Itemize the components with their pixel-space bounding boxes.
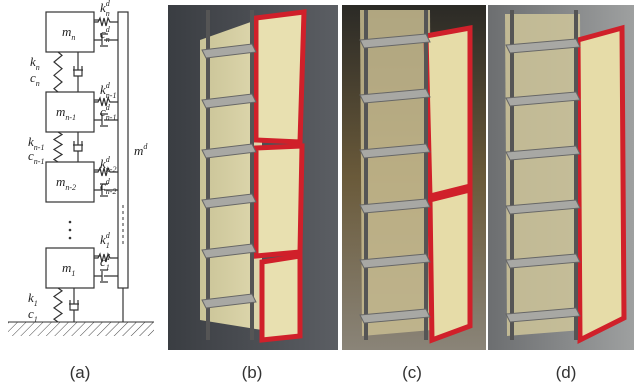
symbol-sub: 1: [71, 269, 75, 278]
damper-mass: [118, 12, 128, 288]
symbol-sup: d: [106, 103, 111, 112]
spring: [54, 52, 62, 92]
symbol-base: m: [62, 24, 71, 39]
symbol-sup: d: [106, 177, 111, 186]
photo-b: [168, 5, 338, 350]
ground: [8, 322, 154, 336]
symbol-base: m: [56, 104, 65, 119]
symbol-base: m: [134, 143, 143, 158]
symbol-sup: d: [106, 155, 111, 164]
symbol-sub: n: [36, 63, 40, 72]
symbol-sub: n-1: [34, 157, 45, 166]
symbol: m1: [62, 260, 75, 278]
symbol-sub: 1: [106, 263, 110, 272]
symbol-sub: n-1: [34, 143, 45, 152]
symbol-sub: n-2: [65, 183, 76, 192]
symbol: md: [134, 142, 148, 158]
symbol: cn: [30, 70, 40, 88]
symbol-sub: n-1: [65, 113, 76, 122]
symbol-sup: d: [106, 81, 111, 90]
photo-d: [488, 5, 634, 350]
spring: [54, 288, 62, 322]
symbol-sub: 1: [106, 241, 110, 250]
symbol-sub: n-2: [106, 187, 117, 196]
symbol-sub: n-1: [106, 113, 117, 122]
symbol: mn: [62, 24, 75, 42]
photo-c: [342, 5, 486, 350]
symbol-sub: n-2: [106, 165, 117, 174]
spring: [54, 132, 62, 162]
symbol-sup: d: [106, 0, 111, 8]
symbol-sub: 1: [34, 299, 38, 308]
symbol-sup: d: [143, 142, 148, 151]
symbol-base: m: [56, 174, 65, 189]
panel-label: (a): [70, 363, 91, 382]
symbol-sub: n-1: [106, 91, 117, 100]
panel-label: (c): [402, 363, 422, 382]
symbol-sub: n: [106, 9, 110, 18]
panel-label: (b): [242, 363, 263, 382]
symbol: mn-1: [56, 104, 76, 122]
symbol-sub: n: [106, 35, 110, 44]
symbol-sub: n: [36, 79, 40, 88]
figure: mnkdncdnkncnmn-1kdn-1cdn-1kn-1cn-1mn-2kd…: [0, 0, 634, 384]
panel-label: (d): [556, 363, 577, 382]
symbol: c1: [28, 306, 38, 324]
mass-box: [46, 92, 94, 132]
mass-box: [46, 162, 94, 202]
symbol-sub: n: [71, 33, 75, 42]
dot: [69, 221, 72, 224]
damper: [73, 132, 83, 162]
damper: [69, 288, 79, 322]
symbol-sup: d: [106, 25, 111, 34]
symbol-sub: 1: [34, 315, 38, 324]
symbol-base: m: [62, 260, 71, 275]
symbol: mn-2: [56, 174, 76, 192]
symbol-sup: d: [106, 231, 111, 240]
dot: [69, 229, 72, 232]
dot: [69, 237, 72, 240]
damper: [73, 52, 83, 92]
